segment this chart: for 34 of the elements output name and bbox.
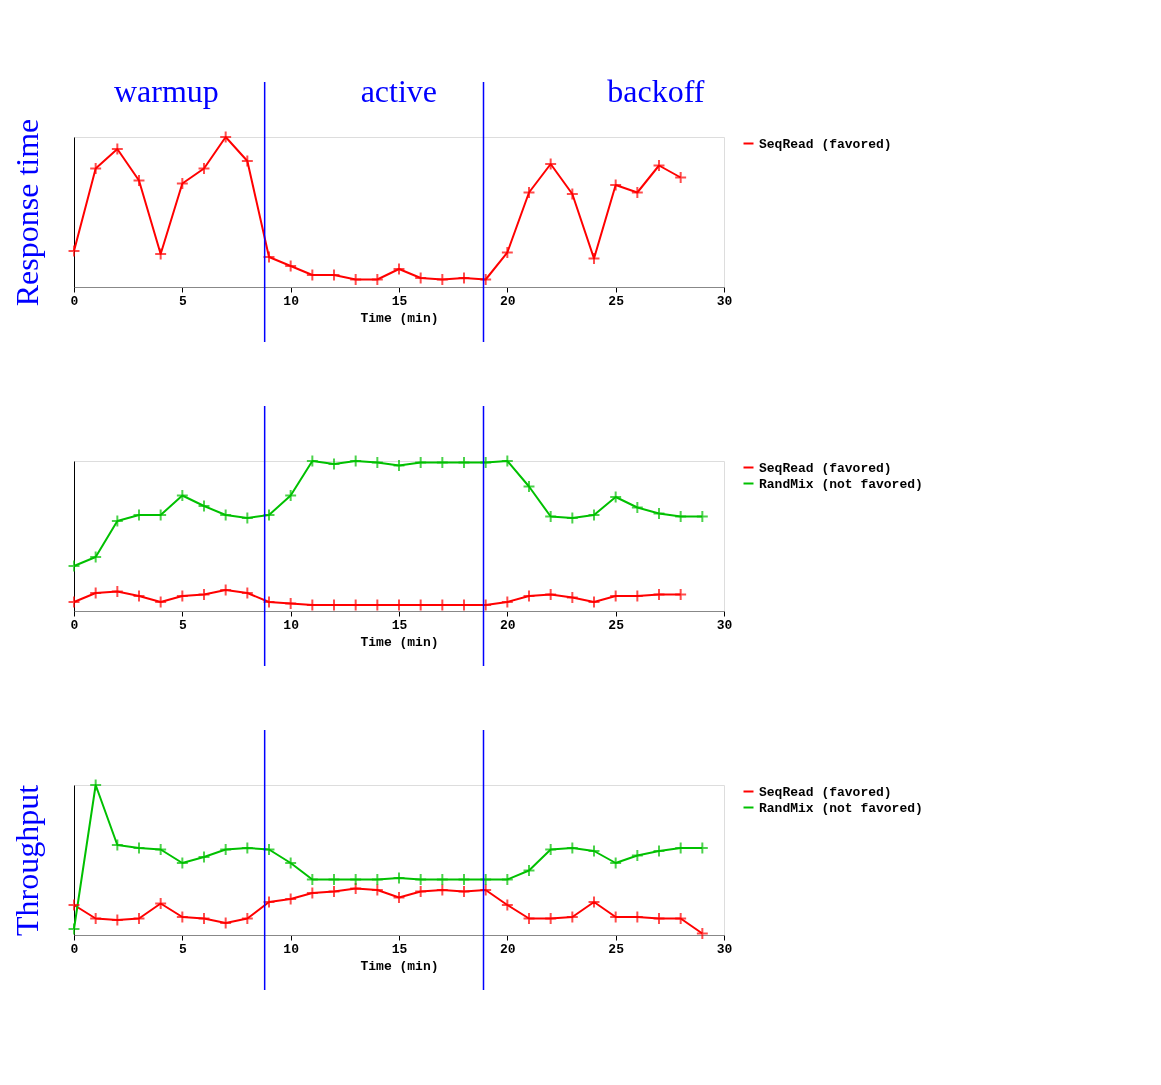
x-tick-label: 25 [608,617,625,633]
x-tick-label: 30 [716,617,733,633]
x-tick-label: 5 [178,293,187,309]
text: active [360,73,438,109]
x-tick-label: 10 [283,941,300,957]
x-tick-label: 15 [391,293,408,309]
x-axis-title: Time (min) [360,310,439,326]
x-tick-label: 20 [500,293,516,309]
x-axis-title: Time (min) [360,958,439,974]
legend-label: RandMix (not favored) [759,476,923,492]
legend-label: SeqRead (favored) [759,784,892,800]
x-tick-label: 25 [608,941,625,957]
y-axis-title: Response time [8,118,45,307]
x-tick-label: 20 [500,617,516,633]
x-tick-label: 30 [716,941,733,957]
x-tick-label: 5 [178,941,187,957]
legend-label: RandMix (not favored) [759,800,923,816]
legend-label: SeqRead (favored) [759,460,892,476]
x-tick-label: 10 [283,617,300,633]
x-tick-label: 5 [178,617,187,633]
x-tick-label: 0 [70,617,79,633]
text: backoff [607,73,705,109]
legend-label: SeqRead (favored) [759,136,892,152]
x-tick-label: 10 [283,293,300,309]
x-tick-label: 15 [391,617,408,633]
text: warmup [114,73,219,109]
x-axis-title: Time (min) [360,634,439,650]
x-tick-label: 15 [391,941,408,957]
y-axis-title: Throughput [8,784,45,937]
x-tick-label: 25 [608,293,625,309]
x-tick-label: 20 [500,941,516,957]
x-tick-label: 0 [70,293,79,309]
x-tick-label: 30 [716,293,733,309]
x-tick-label: 0 [70,941,79,957]
